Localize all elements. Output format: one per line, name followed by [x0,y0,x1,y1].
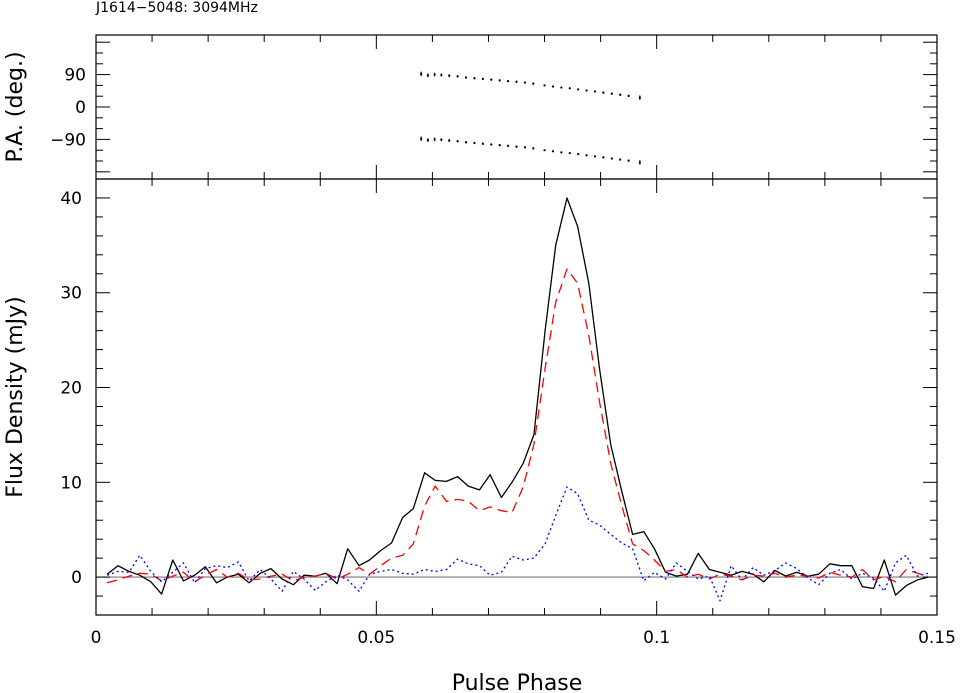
pa-data-point [456,140,459,143]
pa-data-point [515,80,518,83]
pa-y-tick-label: −90 [50,130,86,150]
pa-data-point [577,88,580,91]
pa-data-point [619,158,622,161]
profile-y-tick-label: 20 [60,379,82,399]
profile-x-tick-label: 0.05 [357,628,395,648]
pa-data-point [602,91,605,94]
pa-data-point [610,92,613,95]
pa-data-point [568,87,571,90]
profile-x-tick-label: 0.1 [643,628,670,648]
pa-points [420,71,641,165]
pa-data-point [568,151,571,155]
pa-data-point [440,138,443,142]
pa-data-point [440,73,443,77]
pa-data-point [560,151,563,154]
pa-data-point [619,93,622,96]
pa-data-point [473,141,476,145]
pa-data-point [551,150,555,153]
profile-y-tick-label: 40 [60,189,82,209]
profile-y-tick-label: 0 [71,568,82,588]
pa-data-point [433,137,436,142]
pa-data-point [498,79,501,82]
pa-data-point [481,77,484,81]
profile-y-tick-label: 30 [60,284,82,304]
pa-data-point [627,159,630,162]
profile-panel-frame [95,178,938,616]
pa-data-point [515,145,518,148]
pa-data-point [464,76,468,79]
circular-polarization-line [106,486,929,602]
profile-ticks: 0 10 20 30 40 0 0.05 0.1 0.15 [60,179,956,648]
profile-x-axis-label: Pulse Phase [452,671,583,693]
profile-x-tick-label: 0 [91,628,102,648]
pa-data-point [473,77,476,80]
pa-data-point [543,149,546,152]
pa-data-point [593,155,597,158]
pa-data-point [532,82,535,85]
pa-data-point [551,85,555,88]
plot-title: J1614−5048: 3094MHz [95,0,258,16]
pa-data-point [498,144,501,147]
pa-y-tick-label: 90 [64,66,86,86]
pa-data-point [560,86,563,89]
pa-data-point [577,153,580,156]
pa-data-point [420,136,423,141]
pa-data-point [585,154,588,157]
pa-data-point [506,79,510,83]
profile-y-axis-label: Flux Density (mJy) [3,296,28,497]
pa-data-point [464,141,468,144]
profile-x-tick-label: 0.15 [918,628,956,648]
pa-data-point [532,147,535,150]
total-intensity-line [106,197,929,596]
pa-y-ticks: 90 0 −90 [50,35,937,179]
pa-data-point [585,89,588,92]
profile-series [106,197,929,602]
pa-data-point [543,84,546,87]
position-angle-panel: 90 0 −90 P.A. (deg.) [3,34,938,180]
pa-data-point [610,157,613,160]
pa-panel-frame [95,34,938,180]
pa-data-point [426,73,430,78]
pa-data-point [448,74,451,78]
pa-data-point [456,75,459,78]
pa-data-point [481,142,484,145]
pa-data-point [433,72,436,77]
pa-data-point [523,146,527,149]
pa-data-point [638,95,641,100]
linear-polarization-line [107,268,929,584]
pa-data-point [638,160,641,165]
pa-data-point [506,144,510,147]
pa-data-point [448,139,451,142]
pa-data-point [627,94,630,97]
pa-data-point [523,81,527,84]
pa-data-point [420,71,423,77]
pa-data-point [490,78,493,81]
flux-profile-panel: 0 10 20 30 40 0 0.05 0.1 0.15 Flux Density (mJy)… [3,178,956,693]
pa-data-point [490,143,493,146]
pa-data-point [593,90,597,93]
profile-y-tick-label: 10 [60,473,82,493]
pa-data-point [602,156,605,159]
pa-y-axis-label: P.A. (deg.) [3,51,28,162]
pa-data-point [426,138,430,142]
pa-y-tick-label: 0 [75,98,86,118]
